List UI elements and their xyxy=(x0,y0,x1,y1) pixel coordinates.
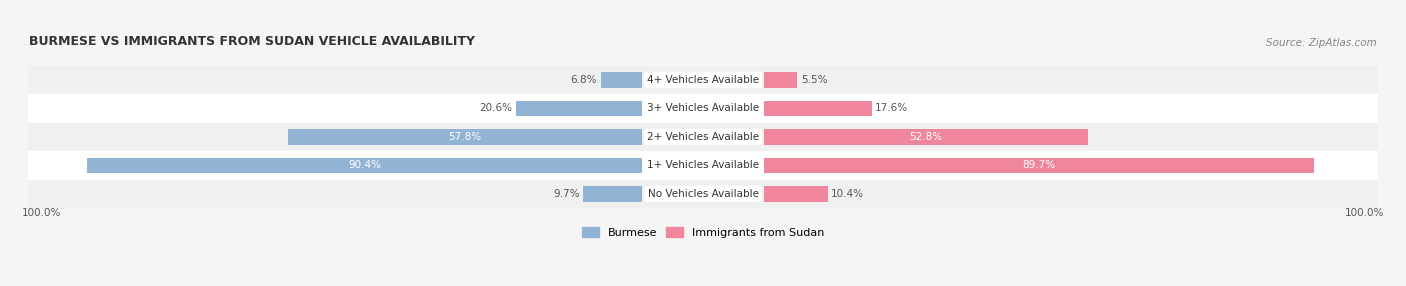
Text: 17.6%: 17.6% xyxy=(875,103,908,113)
Text: Source: ZipAtlas.com: Source: ZipAtlas.com xyxy=(1267,37,1378,47)
Text: 100.0%: 100.0% xyxy=(21,208,60,218)
Text: 57.8%: 57.8% xyxy=(449,132,481,142)
Text: 4+ Vehicles Available: 4+ Vehicles Available xyxy=(647,75,759,85)
Bar xyxy=(763,186,828,202)
Text: 10.4%: 10.4% xyxy=(831,189,863,199)
Text: No Vehicles Available: No Vehicles Available xyxy=(648,189,758,199)
Bar xyxy=(582,186,643,202)
Text: 5.5%: 5.5% xyxy=(801,75,827,85)
Bar xyxy=(28,94,1378,123)
Text: 1+ Vehicles Available: 1+ Vehicles Available xyxy=(647,160,759,170)
Bar xyxy=(28,151,1378,180)
Bar xyxy=(763,100,872,116)
Bar xyxy=(28,180,1378,208)
Text: 89.7%: 89.7% xyxy=(1022,160,1056,170)
Text: 52.8%: 52.8% xyxy=(910,132,942,142)
Bar xyxy=(516,100,643,116)
Text: 100.0%: 100.0% xyxy=(1346,208,1385,218)
Text: 6.8%: 6.8% xyxy=(571,75,598,85)
Bar xyxy=(763,72,797,88)
Legend: Burmese, Immigrants from Sudan: Burmese, Immigrants from Sudan xyxy=(578,223,828,242)
Bar xyxy=(600,72,643,88)
Text: 3+ Vehicles Available: 3+ Vehicles Available xyxy=(647,103,759,113)
Text: 90.4%: 90.4% xyxy=(349,160,381,170)
Bar xyxy=(28,123,1378,151)
Text: 20.6%: 20.6% xyxy=(479,103,512,113)
Bar xyxy=(287,129,643,145)
Bar xyxy=(87,158,643,173)
Bar xyxy=(763,129,1088,145)
Text: 2+ Vehicles Available: 2+ Vehicles Available xyxy=(647,132,759,142)
Text: 9.7%: 9.7% xyxy=(553,189,579,199)
Bar xyxy=(763,158,1315,173)
Text: BURMESE VS IMMIGRANTS FROM SUDAN VEHICLE AVAILABILITY: BURMESE VS IMMIGRANTS FROM SUDAN VEHICLE… xyxy=(28,35,475,47)
Bar xyxy=(28,65,1378,94)
